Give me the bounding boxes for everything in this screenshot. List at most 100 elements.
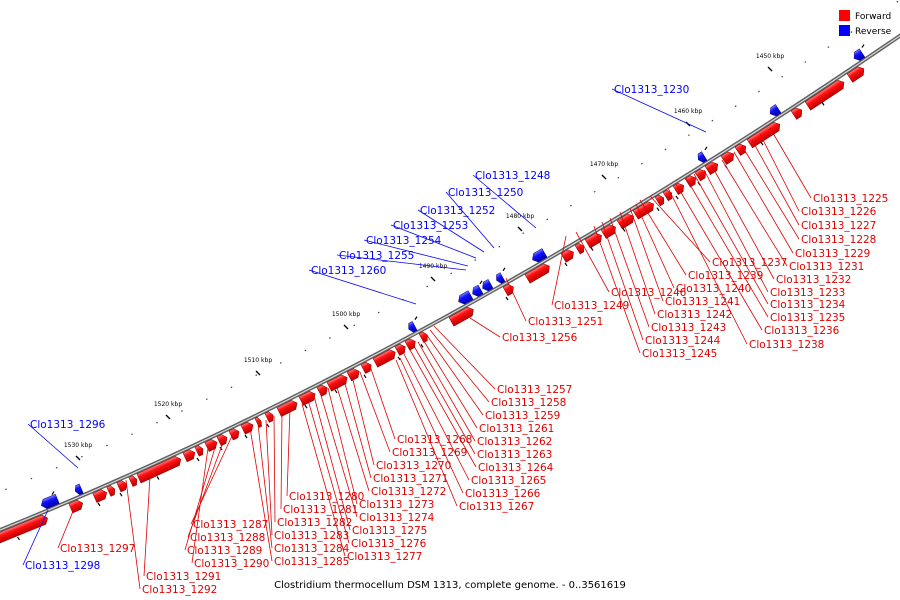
map-caption: Clostridium thermocellum DSM 1313, compl… [274, 580, 626, 591]
gene-label-Clo1313_1231[interactable]: Clo1313_1231 [789, 261, 864, 273]
reverse-gene-2 [408, 321, 418, 333]
gene-label-Clo1313_1267[interactable]: Clo1313_1267 [459, 501, 534, 513]
leader-Clo1313_1282 [273, 415, 276, 523]
gene-label-Clo1313_1252[interactable]: Clo1313_1252 [420, 205, 495, 217]
gene-label-Clo1313_1274[interactable]: Clo1313_1274 [359, 512, 435, 524]
tick-mark-1520 [165, 414, 171, 420]
gene-label-Clo1313_1241[interactable]: Clo1313_1241 [665, 296, 740, 308]
forward-gene-32 [616, 213, 634, 230]
gene-label-Clo1313_1266[interactable]: Clo1313_1266 [465, 488, 541, 500]
forward-gene-13 [254, 416, 262, 428]
gene-label-Clo1313_1236[interactable]: Clo1313_1236 [764, 325, 840, 337]
gene-label-Clo1313_1246[interactable]: Clo1313_1246 [611, 287, 687, 299]
forward-gene-21 [372, 349, 396, 368]
forward-gene-2 [92, 489, 108, 503]
gene-label-Clo1313_1256[interactable]: Clo1313_1256 [502, 332, 578, 344]
forward-gene-8 [194, 445, 204, 457]
gene-label-Clo1313_1261[interactable]: Clo1313_1261 [479, 423, 554, 435]
gene-label-Clo1313_1253[interactable]: Clo1313_1253 [393, 220, 468, 232]
tick-mark-1480 [517, 226, 523, 232]
gene-label-Clo1313_1284[interactable]: Clo1313_1284 [274, 543, 350, 555]
leader-Clo1313_1267 [395, 359, 458, 507]
reverse-gene-1 [74, 483, 84, 495]
gene-label-Clo1313_1291[interactable]: Clo1313_1291 [146, 571, 221, 583]
leader-Clo1313_1283 [265, 419, 273, 536]
forward-gene-3 [106, 485, 116, 497]
leader-Clo1313_1259 [425, 333, 484, 416]
gene-label-Clo1313_1271[interactable]: Clo1313_1271 [373, 473, 448, 485]
leader-Clo1313_1276 [307, 399, 350, 544]
leader-Clo1313_1273 [327, 387, 358, 505]
gene-label-Clo1313_1263[interactable]: Clo1313_1263 [477, 449, 552, 461]
gene-label-Clo1313_1276[interactable]: Clo1313_1276 [351, 538, 427, 550]
gene-label-Clo1313_1226[interactable]: Clo1313_1226 [801, 206, 877, 218]
gene-label-Clo1313_1285[interactable]: Clo1313_1285 [274, 556, 349, 568]
gene-label-Clo1313_1232[interactable]: Clo1313_1232 [776, 274, 851, 286]
gene-label-Clo1313_1264[interactable]: Clo1313_1264 [478, 462, 554, 474]
gene-label-Clo1313_1227[interactable]: Clo1313_1227 [801, 220, 876, 232]
gene-label-Clo1313_1289[interactable]: Clo1313_1289 [187, 545, 262, 557]
gene-label-Clo1313_1254[interactable]: Clo1313_1254 [366, 235, 442, 247]
legend-reverse-label: Reverse [855, 27, 892, 37]
gene-label-Clo1313_1225[interactable]: Clo1313_1225 [813, 193, 888, 205]
forward-gene-26 [502, 284, 514, 297]
gene-label-Clo1313_1259[interactable]: Clo1313_1259 [485, 410, 560, 422]
legend-reverse-swatch [839, 25, 850, 36]
gene-label-Clo1313_1297[interactable]: Clo1313_1297 [60, 543, 135, 555]
leader-Clo1313_1239 [639, 199, 687, 276]
gene-label-Clo1313_1228[interactable]: Clo1313_1228 [801, 234, 876, 246]
gene-label-Clo1313_1251[interactable]: Clo1313_1251 [528, 316, 603, 328]
gene-label-Clo1313_1249[interactable]: Clo1313_1249 [554, 300, 629, 312]
leader-Clo1313_1229 [733, 151, 794, 254]
gene-label-Clo1313_1287[interactable]: Clo1313_1287 [193, 519, 268, 531]
gene-label-Clo1313_1257[interactable]: Clo1313_1257 [497, 384, 572, 396]
gene-label-Clo1313_1298[interactable]: Clo1313_1298 [25, 560, 100, 572]
gene-label-Clo1313_1275[interactable]: Clo1313_1275 [352, 525, 427, 537]
reverse-gene-7 [532, 248, 548, 263]
forward-gene-27 [524, 263, 550, 284]
gene-label-Clo1313_1244[interactable]: Clo1313_1244 [645, 335, 721, 347]
gene-label-Clo1313_1255[interactable]: Clo1313_1255 [339, 250, 414, 262]
gene-label-Clo1313_1239[interactable]: Clo1313_1239 [688, 270, 763, 282]
gene-label-Clo1313_1269[interactable]: Clo1313_1269 [392, 447, 467, 459]
leader-Clo1313_1238 [667, 187, 748, 345]
gene-label-Clo1313_1233[interactable]: Clo1313_1233 [770, 287, 845, 299]
gene-label-Clo1313_1245[interactable]: Clo1313_1245 [642, 348, 717, 360]
forward-gene-44 [804, 79, 845, 111]
gene-label-Clo1313_1243[interactable]: Clo1313_1243 [651, 322, 726, 334]
gene-label-Clo1313_1229[interactable]: Clo1313_1229 [795, 248, 870, 260]
gene-label-Clo1313_1290[interactable]: Clo1313_1290 [194, 558, 269, 570]
leader-Clo1313_1292 [125, 479, 141, 590]
reverse-gene-5 [482, 279, 494, 292]
gene-label-Clo1313_1234[interactable]: Clo1313_1234 [770, 299, 846, 311]
gene-label-Clo1313_1288[interactable]: Clo1313_1288 [190, 532, 265, 544]
gene-label-Clo1313_1230[interactable]: Clo1313_1230 [614, 84, 689, 96]
gene-label-Clo1313_1238[interactable]: Clo1313_1238 [749, 339, 824, 351]
gene-label-Clo1313_1237[interactable]: Clo1313_1237 [712, 257, 787, 269]
gene-label-Clo1313_1281[interactable]: Clo1313_1281 [283, 504, 358, 516]
gene-label-Clo1313_1273[interactable]: Clo1313_1273 [359, 499, 434, 511]
gene-label-Clo1313_1270[interactable]: Clo1313_1270 [376, 460, 451, 472]
gene-label-Clo1313_1283[interactable]: Clo1313_1283 [274, 530, 349, 542]
gene-label-Clo1313_1240[interactable]: Clo1313_1240 [676, 283, 751, 295]
leader-Clo1313_1235 [685, 177, 769, 318]
gene-label-Clo1313_1258[interactable]: Clo1313_1258 [491, 397, 566, 409]
gene-label-Clo1313_1272[interactable]: Clo1313_1272 [371, 486, 446, 498]
forward-gene-31 [600, 224, 616, 239]
gene-label-Clo1313_1262[interactable]: Clo1313_1262 [477, 436, 552, 448]
gene-label-Clo1313_1282[interactable]: Clo1313_1282 [277, 517, 352, 529]
gene-label-Clo1313_1280[interactable]: Clo1313_1280 [289, 491, 364, 503]
gene-label-Clo1313_1260[interactable]: Clo1313_1260 [311, 265, 386, 277]
gene-label-Clo1313_1248[interactable]: Clo1313_1248 [475, 170, 550, 182]
forward-gene-30 [584, 232, 602, 249]
gene-label-Clo1313_1277[interactable]: Clo1313_1277 [347, 551, 422, 563]
gene-label-Clo1313_1265[interactable]: Clo1313_1265 [471, 475, 546, 487]
gene-label-Clo1313_1296[interactable]: Clo1313_1296 [30, 419, 106, 431]
gene-label-Clo1313_1268[interactable]: Clo1313_1268 [397, 434, 472, 446]
gene-label-Clo1313_1235[interactable]: Clo1313_1235 [770, 312, 845, 324]
gene-label-Clo1313_1242[interactable]: Clo1313_1242 [657, 309, 732, 321]
gene-label-Clo1313_1292[interactable]: Clo1313_1292 [142, 584, 217, 596]
gene-label-Clo1313_1250[interactable]: Clo1313_1250 [448, 187, 523, 199]
leader-Clo1313_1271 [343, 379, 372, 479]
